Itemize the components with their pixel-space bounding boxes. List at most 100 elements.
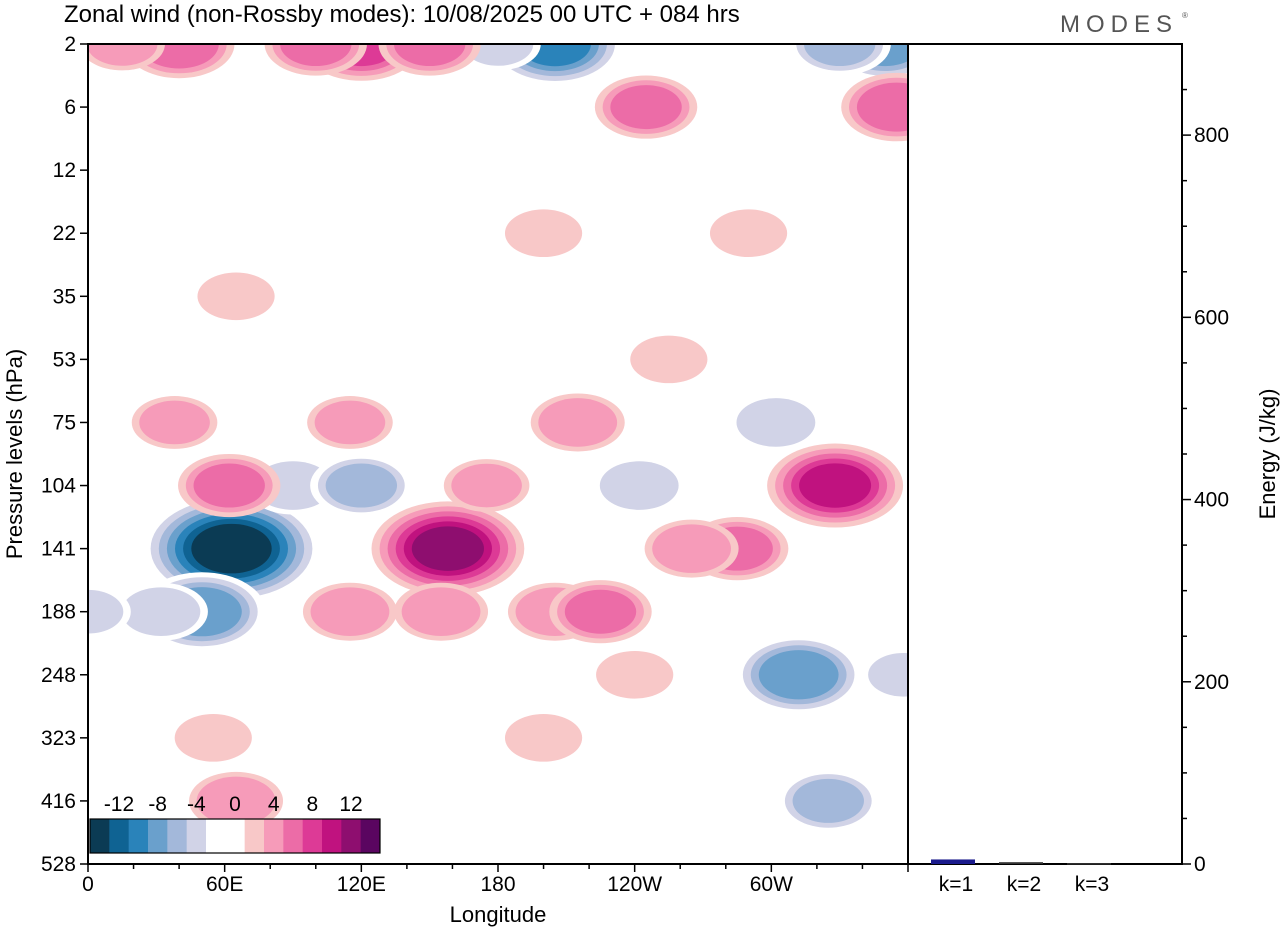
contour-feature bbox=[113, 582, 208, 641]
energy-category-label: k=1 bbox=[939, 873, 973, 896]
contour-level bbox=[758, 650, 839, 700]
y-tick-label: 53 bbox=[53, 348, 76, 371]
contour-feature bbox=[197, 272, 275, 321]
contour-level bbox=[564, 589, 637, 634]
contour-level bbox=[88, 44, 158, 66]
contour-level bbox=[599, 461, 679, 510]
contour-level bbox=[462, 44, 534, 66]
contour-level bbox=[121, 587, 201, 636]
contour-level bbox=[630, 335, 708, 384]
contour-level bbox=[325, 463, 398, 508]
heatmap-contours bbox=[88, 44, 908, 833]
y-axis-label: Pressure levels (hPa) bbox=[2, 349, 27, 559]
contour-level bbox=[736, 398, 816, 447]
contour-level bbox=[280, 44, 352, 66]
energy-category-label: k=2 bbox=[1007, 873, 1041, 896]
energy-tick-label: 800 bbox=[1194, 124, 1229, 147]
contour-feature bbox=[142, 493, 321, 604]
colorbar-swatch bbox=[128, 819, 149, 853]
contour-level bbox=[799, 463, 872, 508]
contour-feature bbox=[596, 650, 674, 699]
colorbar-swatch bbox=[167, 819, 188, 853]
colorbar-label: -4 bbox=[187, 793, 206, 816]
colorbar-swatch bbox=[225, 819, 246, 853]
contour-level bbox=[88, 589, 124, 634]
colorbar-label: -8 bbox=[148, 793, 167, 816]
contour-level bbox=[401, 587, 481, 636]
contour-feature bbox=[777, 769, 880, 833]
colorbar-label: -12 bbox=[104, 793, 134, 816]
contour-feature bbox=[443, 459, 530, 512]
contour-level bbox=[310, 587, 390, 636]
contour-level bbox=[193, 463, 265, 508]
contour-feature bbox=[254, 83, 332, 131]
colorbar-swatch bbox=[206, 819, 226, 853]
contour-feature bbox=[788, 44, 891, 76]
chart-title: Zonal wind (non-Rossby modes): 10/08/202… bbox=[64, 1, 740, 28]
colorbar-swatch bbox=[322, 819, 342, 853]
contour-level bbox=[610, 85, 682, 130]
y-tick-label: 528 bbox=[41, 853, 76, 876]
contour-feature bbox=[178, 453, 281, 518]
contour-level bbox=[197, 272, 275, 321]
contour-level bbox=[314, 400, 386, 445]
y-tick-label: 104 bbox=[41, 475, 76, 498]
contour-level bbox=[191, 523, 272, 574]
contour-feature bbox=[88, 585, 131, 639]
energy-bar bbox=[931, 859, 975, 864]
contour-feature bbox=[549, 580, 652, 644]
contour-feature bbox=[189, 771, 284, 830]
colorbar-label: 8 bbox=[306, 793, 318, 816]
contour-feature bbox=[530, 393, 625, 452]
energy-tick-label: 600 bbox=[1194, 306, 1229, 329]
contour-level bbox=[139, 400, 210, 445]
contour-level bbox=[174, 714, 252, 762]
contour-level bbox=[254, 83, 332, 131]
colorbar-swatch bbox=[244, 819, 265, 853]
contour-level bbox=[393, 44, 466, 66]
contour-feature bbox=[630, 335, 708, 384]
energy-bar bbox=[999, 862, 1043, 864]
colorbar-swatch bbox=[302, 819, 323, 853]
y-tick-label: 2 bbox=[64, 33, 76, 56]
y-tick-label: 12 bbox=[53, 159, 76, 182]
contour-feature bbox=[841, 72, 908, 142]
contour-level bbox=[856, 82, 908, 132]
modes-logo: MODES bbox=[1060, 11, 1178, 38]
logo-registered-mark: ® bbox=[1182, 11, 1188, 20]
contour-level bbox=[504, 714, 583, 762]
colorbar-label: 4 bbox=[268, 793, 280, 816]
contour-level bbox=[538, 398, 618, 447]
contour-feature bbox=[644, 519, 739, 578]
contour-feature bbox=[728, 393, 823, 452]
contour-level bbox=[803, 44, 876, 66]
y-tick-label: 141 bbox=[41, 538, 76, 561]
contour-level bbox=[868, 652, 908, 697]
x-axis-label: Longitude bbox=[450, 902, 547, 927]
contour-feature bbox=[594, 75, 698, 139]
contour-feature bbox=[709, 209, 788, 258]
y-tick-label: 6 bbox=[64, 96, 76, 119]
colorbar-frame bbox=[89, 818, 381, 854]
contour-level bbox=[451, 463, 522, 508]
contour-feature bbox=[860, 648, 908, 702]
y-tick-label: 35 bbox=[53, 285, 76, 308]
contour-level bbox=[411, 526, 484, 571]
contour-level bbox=[709, 209, 788, 258]
contour-level bbox=[596, 650, 674, 699]
contour-feature bbox=[504, 209, 583, 258]
colorbar-swatch bbox=[148, 819, 168, 853]
colorbar-swatch bbox=[90, 819, 110, 853]
contour-feature bbox=[504, 714, 583, 762]
y-tick-label: 22 bbox=[53, 222, 76, 245]
y-tick-label: 416 bbox=[41, 790, 76, 813]
y-axis: 2 6 12 22 35 53 75 104 141 188 248 323 416 528 bbox=[41, 33, 88, 876]
x-tick-label: 120E bbox=[337, 873, 386, 896]
y-tick-label: 75 bbox=[53, 411, 76, 434]
colorbar-label: 0 bbox=[229, 793, 241, 816]
contour-feature bbox=[307, 396, 393, 449]
energy-axis-label: Energy (J/kg) bbox=[1255, 389, 1280, 520]
contour-level bbox=[652, 524, 732, 573]
colorbar-swatch bbox=[341, 819, 362, 853]
colorbar: -12 -8 -4 0 4 8 12 bbox=[89, 793, 381, 854]
